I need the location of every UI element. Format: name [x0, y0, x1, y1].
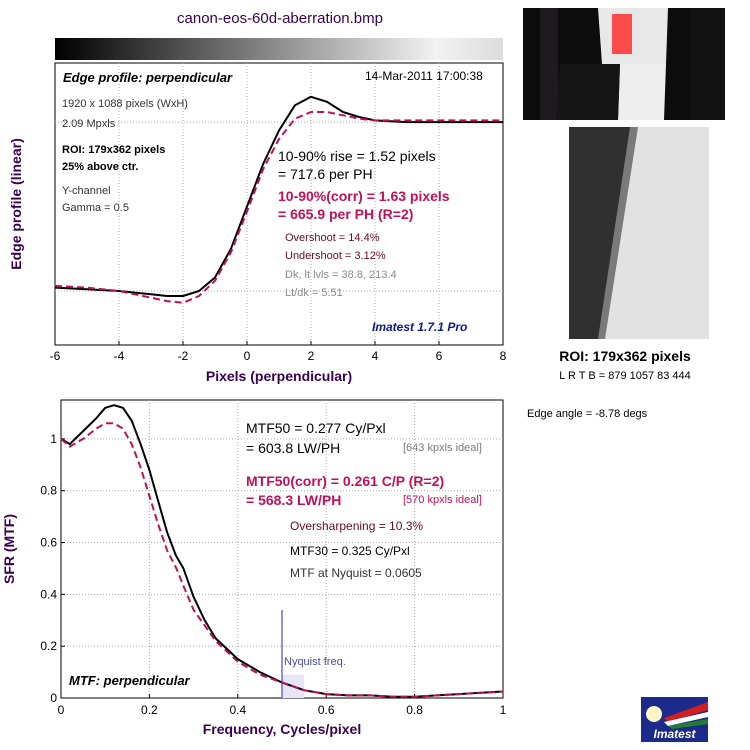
levels-text: Dk, lt lvls = 38.8, 213.4	[285, 269, 397, 281]
mtf-y-tick-label: 0.4	[40, 587, 57, 601]
roi-size-text: ROI: 179x362 pixels	[62, 144, 166, 156]
light-dark-ratio-text: Lt/dk = 5.51	[285, 287, 343, 299]
rise-corr-per-ph-text: = 665.9 per PH (R=2)	[278, 206, 414, 222]
mtf-y-tick-label: 0.2	[40, 639, 57, 653]
overshoot-text: Overshoot = 14.4%	[285, 232, 380, 244]
mtf-x-tick-label: 1	[500, 703, 507, 717]
edge-x-tick-label: -4	[114, 349, 125, 363]
mtf50-text: MTF50 = 0.277 Cy/Pxl	[246, 420, 386, 436]
imatest-logo	[641, 697, 708, 742]
oversharpening-text: Oversharpening = 10.3%	[290, 519, 424, 533]
gray-ramp-bar	[55, 38, 503, 60]
edge-x-axis-label: Pixels (perpendicular)	[205, 368, 353, 384]
edge-x-tick-label: 0	[244, 349, 251, 363]
mtf50-lwph-text: = 603.8 LW/PH	[246, 440, 341, 456]
edge-series-group	[54, 95, 503, 304]
mtf-series-corrected	[60, 422, 504, 698]
rise-per-ph-text: = 717.6 per PH	[278, 166, 373, 182]
megapixels-text: 2.09 Mpxls	[62, 118, 116, 130]
edge-x-tick-label: 2	[308, 349, 315, 363]
edge-x-tick-label: 8	[500, 349, 507, 363]
rise-corr-text: 10-90%(corr) = 1.63 pixels	[278, 188, 450, 204]
mtf50-ideal-text: [643 kpxls ideal]	[403, 442, 482, 454]
mtf-x-tick-label: 0.8	[406, 703, 423, 717]
mtf30-text: MTF30 = 0.325 Cy/Pxl	[290, 544, 410, 558]
mtf50-corr-ideal-text: [570 kpxls ideal]	[403, 494, 482, 506]
edge-x-tick-label: 4	[372, 349, 379, 363]
undershoot-text: Undershoot = 3.12%	[285, 250, 386, 262]
mtf-y-tick-label: 0.6	[40, 536, 57, 550]
gamma-text: Gamma = 0.5	[62, 202, 129, 214]
mtf-x-tick-label: 0.4	[229, 703, 246, 717]
mtf-heading: MTF: perpendicular	[69, 673, 190, 688]
roi-crop-image	[569, 127, 709, 339]
mtf-series-group	[60, 404, 504, 698]
edge-x-tick-label: -6	[50, 349, 61, 363]
edge-timestamp: 14-Mar-2011 17:00:38	[365, 69, 483, 83]
mtf-y-tick-label: 0	[50, 691, 57, 705]
nyquist-label: Nyquist freq.	[284, 656, 346, 668]
edge-y-axis-label: Edge profile (linear)	[8, 138, 24, 270]
mtf-y-tick-label: 0.8	[40, 484, 57, 498]
roi-position-text: 25% above ctr.	[62, 161, 139, 173]
mtf-y-axis-label: SFR (MTF)	[1, 514, 17, 584]
mtf-x-tick-label: 0	[58, 703, 65, 717]
mtf-axis-ticks: 0 0.2 0.4 0.6 0.8 1 0 0.2 0.4 0.6 0.8 1	[40, 432, 506, 717]
edge-angle-text: Edge angle = -8.78 degs	[527, 408, 648, 420]
edge-x-tick-label: 6	[436, 349, 443, 363]
edge-series-measured	[54, 95, 503, 297]
mtf-nyquist-text: MTF at Nyquist = 0.0605	[290, 566, 422, 580]
roi-overview-image	[523, 8, 725, 120]
mtf-x-tick-label: 0.6	[318, 703, 335, 717]
report-title: canon-eos-60d-aberration.bmp	[177, 10, 383, 27]
channel-text: Y-channel	[62, 185, 111, 197]
edge-plot-frame	[54, 62, 504, 346]
edge-series-corrected	[54, 111, 503, 304]
roi-coords: L R T B = 879 1057 83 444	[559, 370, 691, 382]
logo-text: Imatest	[653, 727, 696, 741]
mtf50-corr-text: MTF50(corr) = 0.261 C/P (R=2)	[246, 473, 445, 489]
mtf50-corr-lwph-text: = 568.3 LW/PH	[246, 492, 342, 508]
edge-x-ticks: -6 -4 -2 0 2 4 6 8	[50, 341, 507, 363]
mtf-x-tick-label: 0.2	[141, 703, 158, 717]
edge-x-tick-label: -2	[178, 349, 189, 363]
image-size-text: 1920 x 1088 pixels (WxH)	[62, 98, 188, 110]
edge-heading: Edge profile: perpendicular	[63, 70, 233, 85]
mtf-x-axis-label: Frequency, Cycles/pixel	[202, 721, 362, 737]
rise-text: 10-90% rise = 1.52 pixels	[278, 148, 436, 164]
roi-label: ROI: 179x362 pixels	[559, 348, 691, 364]
mtf-y-tick-label: 1	[50, 432, 57, 446]
imatest-brand-text: Imatest 1.7.1 Pro	[372, 320, 468, 334]
